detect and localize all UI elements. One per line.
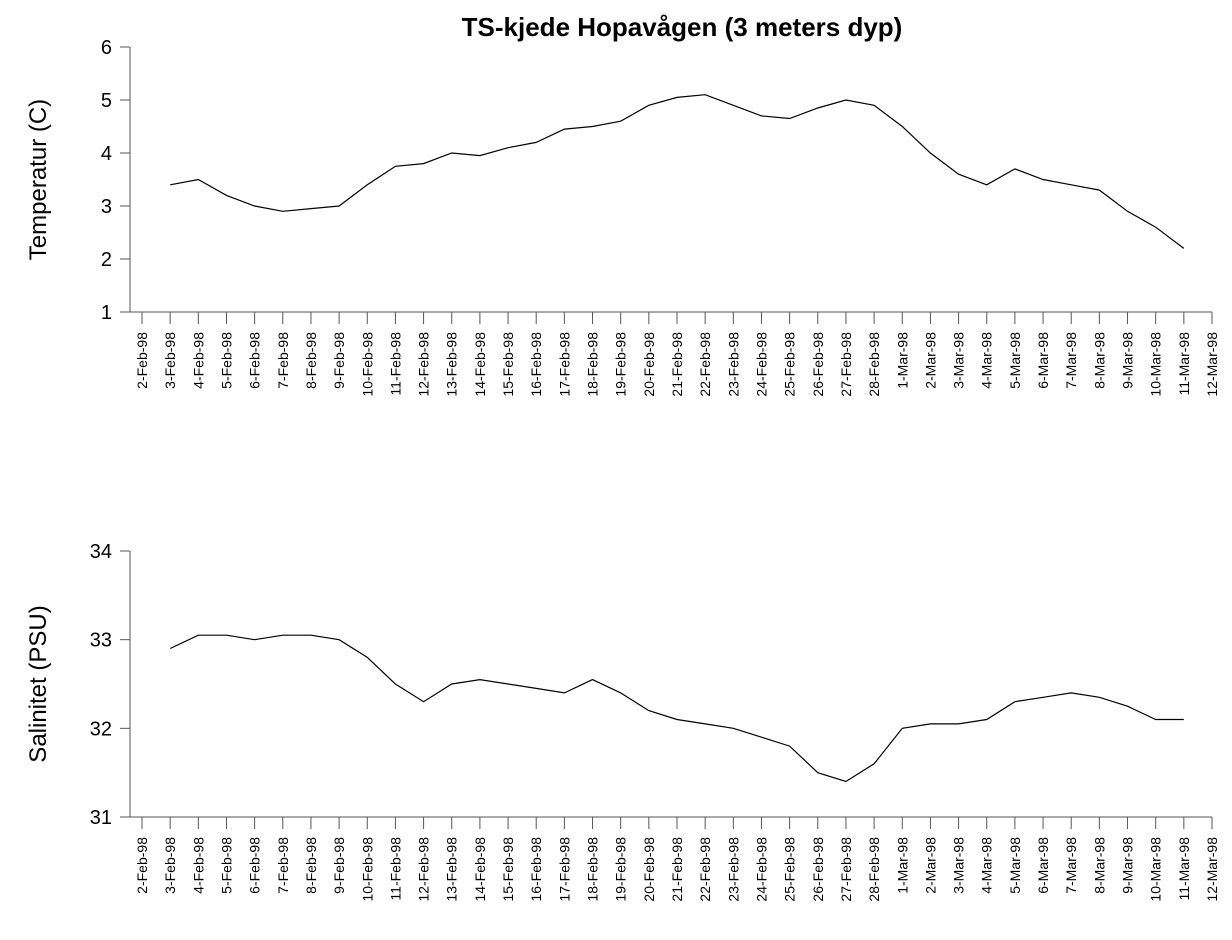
x-tick-label: 15-Feb-98 <box>500 332 516 397</box>
data-line <box>170 94 1185 249</box>
y-tick-label: 3 <box>101 196 112 218</box>
x-tick-label: 14-Feb-98 <box>472 332 488 397</box>
x-tick-label: 28-Feb-98 <box>866 837 882 902</box>
x-tick-label: 18-Feb-98 <box>585 837 601 902</box>
x-tick-label: 10-Mar-98 <box>1148 332 1164 397</box>
y-tick-label: 1 <box>101 302 112 324</box>
x-tick-label: 2-Mar-98 <box>922 837 938 894</box>
x-tick-label: 28-Feb-98 <box>866 332 882 397</box>
x-tick-label: 22-Feb-98 <box>697 332 713 397</box>
y-tick-label: 5 <box>101 90 112 112</box>
x-tick-label: 18-Feb-98 <box>585 332 601 397</box>
x-tick-label: 13-Feb-98 <box>444 332 460 397</box>
x-tick-label: 6-Mar-98 <box>1035 837 1051 894</box>
x-tick-label: 11-Mar-98 <box>1176 332 1192 396</box>
x-tick-label: 19-Feb-98 <box>613 332 629 397</box>
x-tick-label: 23-Feb-98 <box>725 332 741 397</box>
x-tick-label: 16-Feb-98 <box>528 332 544 397</box>
x-tick-label: 20-Feb-98 <box>641 837 657 902</box>
y-tick-label: 6 <box>101 37 112 59</box>
x-tick-label: 7-Mar-98 <box>1063 332 1079 389</box>
x-tick-label: 17-Feb-98 <box>556 837 572 902</box>
y-tick-label: 4 <box>101 143 112 165</box>
x-tick-label: 27-Feb-98 <box>838 332 854 397</box>
x-tick-label: 11-Mar-98 <box>1176 837 1192 901</box>
x-tick-label: 21-Feb-98 <box>669 332 685 397</box>
x-tick-label: 4-Feb-98 <box>190 837 206 894</box>
x-tick-label: 13-Feb-98 <box>444 837 460 902</box>
x-tick-label: 4-Mar-98 <box>979 837 995 894</box>
x-tick-label: 16-Feb-98 <box>528 837 544 902</box>
x-tick-label: 7-Feb-98 <box>275 837 291 894</box>
x-tick-label: 9-Mar-98 <box>1120 332 1136 389</box>
x-tick-label: 7-Mar-98 <box>1063 837 1079 894</box>
x-tick-label: 2-Mar-98 <box>922 332 938 389</box>
x-tick-label: 6-Feb-98 <box>247 332 263 389</box>
y-tick-label: 34 <box>90 541 112 563</box>
data-line <box>169 634 1184 783</box>
x-tick-label: 3-Mar-98 <box>951 837 967 894</box>
x-tick-label: 15-Feb-98 <box>500 837 516 902</box>
x-tick-label: 19-Feb-98 <box>613 837 629 902</box>
x-tick-label: 20-Feb-98 <box>641 332 657 397</box>
x-tick-label: 21-Feb-98 <box>669 837 685 902</box>
y-tick-label: 32 <box>90 718 112 740</box>
x-tick-label: 1-Mar-98 <box>894 837 910 894</box>
x-tick-label: 12-Mar-98 <box>1204 332 1220 397</box>
x-tick-label: 8-Mar-98 <box>1091 837 1107 894</box>
x-tick-label: 5-Mar-98 <box>1007 332 1023 389</box>
x-tick-label: 3-Feb-98 <box>162 837 178 894</box>
x-tick-label: 12-Feb-98 <box>416 837 432 902</box>
x-tick-label: 9-Feb-98 <box>331 837 347 894</box>
x-tick-label: 24-Feb-98 <box>753 837 769 902</box>
x-tick-label: 10-Feb-98 <box>359 332 375 397</box>
x-tick-label: 6-Feb-98 <box>247 837 263 894</box>
x-tick-label: 2-Feb-98 <box>134 837 150 894</box>
x-tick-label: 1-Mar-98 <box>894 332 910 389</box>
x-tick-label: 26-Feb-98 <box>810 332 826 397</box>
y-tick-label: 31 <box>90 807 112 829</box>
x-tick-label: 8-Feb-98 <box>303 837 319 894</box>
x-tick-label: 10-Mar-98 <box>1148 837 1164 902</box>
x-tick-label: 4-Feb-98 <box>190 332 206 389</box>
x-tick-label: 26-Feb-98 <box>810 837 826 902</box>
x-tick-label: 5-Feb-98 <box>218 332 234 389</box>
x-tick-label: 22-Feb-98 <box>697 837 713 902</box>
x-tick-label: 7-Feb-98 <box>275 332 291 389</box>
x-tick-label: 3-Feb-98 <box>162 332 178 389</box>
chart-title: TS-kjede Hopavågen (3 meters dyp) <box>462 12 903 42</box>
x-tick-label: 14-Feb-98 <box>472 837 488 902</box>
x-tick-label: 9-Feb-98 <box>331 332 347 389</box>
x-tick-label: 27-Feb-98 <box>838 837 854 902</box>
x-tick-label: 4-Mar-98 <box>979 332 995 389</box>
x-tick-label: 17-Feb-98 <box>556 332 572 397</box>
x-tick-label: 11-Feb-98 <box>387 332 403 396</box>
y-axis-label: Temperatur (C) <box>25 99 52 260</box>
x-tick-label: 11-Feb-98 <box>387 837 403 901</box>
x-tick-label: 24-Feb-98 <box>753 332 769 397</box>
x-tick-label: 2-Feb-98 <box>134 332 150 389</box>
y-tick-label: 33 <box>90 630 112 652</box>
x-tick-label: 25-Feb-98 <box>782 837 798 902</box>
y-axis-label: Salinitet (PSU) <box>25 605 52 762</box>
y-tick-label: 2 <box>101 249 112 271</box>
x-tick-label: 8-Feb-98 <box>303 332 319 389</box>
x-tick-label: 6-Mar-98 <box>1035 332 1051 389</box>
x-tick-label: 5-Mar-98 <box>1007 837 1023 894</box>
x-tick-label: 23-Feb-98 <box>725 837 741 902</box>
x-tick-label: 10-Feb-98 <box>359 837 375 902</box>
x-tick-label: 9-Mar-98 <box>1120 837 1136 894</box>
x-tick-label: 12-Feb-98 <box>416 332 432 397</box>
x-tick-label: 25-Feb-98 <box>782 332 798 397</box>
x-tick-label: 5-Feb-98 <box>218 837 234 894</box>
x-tick-label: 12-Mar-98 <box>1204 837 1220 902</box>
x-tick-label: 8-Mar-98 <box>1091 332 1107 389</box>
x-tick-label: 3-Mar-98 <box>951 332 967 389</box>
